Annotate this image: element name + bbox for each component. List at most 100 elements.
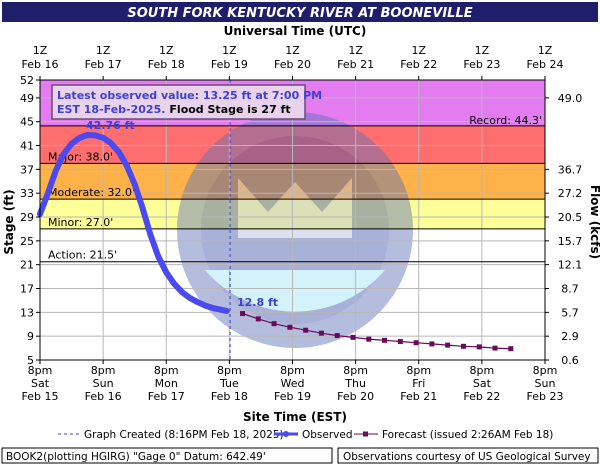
peak-label: 42.76 ft (86, 119, 135, 132)
x-tick-time: 8pm (154, 364, 179, 377)
observed-point (132, 181, 138, 187)
info-line-1: Latest observed value: 13.25 ft at 7:00 … (57, 89, 322, 102)
minor-label: Minor: 27.0' (48, 216, 113, 229)
observed-point (84, 132, 90, 138)
observed-point (187, 295, 193, 301)
forecast-point (350, 334, 356, 340)
x-tick-day: Sun (93, 377, 114, 390)
x-tick-day: Fri (412, 377, 425, 390)
forecast-point (240, 311, 246, 317)
legend-forecast-label: Forecast (issued 2:26AM Feb 18) (382, 429, 553, 441)
footer-credit: Observations courtesy of US Geological S… (343, 451, 591, 463)
y-tick-label: 33 (20, 187, 34, 200)
x2-tick-date: Feb 16 (22, 58, 59, 71)
y-tick-label: 29 (20, 211, 34, 224)
observed-point (179, 289, 185, 295)
forecast-point (476, 344, 482, 350)
y-tick-label: 5 (27, 354, 34, 367)
forecast-point (255, 316, 261, 322)
latest-label: 12.8 ft (237, 296, 278, 309)
y-tick-label: 41 (20, 140, 34, 153)
forecast-point (271, 321, 277, 327)
x-tick-time: 8pm (280, 364, 305, 377)
info-flood-stage: Flood Stage is 27 ft (169, 103, 290, 116)
forecast-line (242, 312, 511, 350)
legend-forecast-marker (363, 431, 368, 437)
y2-tick-label: 2.9 (561, 330, 579, 343)
observed-point (210, 305, 217, 311)
bottom-axis-title: Site Time (EST) (243, 410, 347, 424)
y2-tick-label: 5.7 (561, 306, 579, 319)
top-axis-title: Universal Time (UTC) (224, 24, 367, 38)
x-tick-day: Mon (155, 377, 178, 390)
y2-tick-label: 20.5 (558, 211, 583, 224)
observed-point (76, 135, 83, 141)
x2-tick-time: 1Z (475, 44, 490, 57)
legend-observed-marker (283, 431, 289, 437)
x-tick-time: 8pm (533, 364, 558, 377)
forecast-point (460, 343, 466, 349)
legend: Graph Created (8:16PM Feb 18, 2025) Obse… (58, 429, 553, 441)
x-tick-date: Feb 20 (337, 390, 374, 403)
observed-point (163, 269, 169, 276)
x2-tick-time: 1Z (33, 44, 48, 57)
forecast-point (334, 333, 340, 339)
x-tick-date: Feb 19 (274, 390, 311, 403)
forecast-point (303, 327, 309, 333)
observed-point (45, 190, 51, 196)
observed-point (68, 141, 75, 147)
y-tick-label: 37 (20, 163, 34, 176)
forecast-point (287, 324, 293, 330)
y2-tick-label: 36.7 (558, 163, 583, 176)
forecast-series (240, 311, 514, 352)
forecast-point (318, 330, 324, 336)
y2-tick-label: 0.6 (561, 354, 579, 367)
observed-point (224, 308, 230, 314)
y-tick-label: 52 (20, 74, 34, 87)
x2-tick-date: Feb 24 (527, 58, 564, 71)
forecast-point (413, 340, 419, 346)
y-tick-label: 21 (20, 259, 34, 272)
observed-series (37, 132, 230, 314)
y-tick-label: 49 (20, 92, 34, 105)
x2-tick-date: Feb 22 (400, 58, 437, 71)
y2-tick-label: 15.7 (558, 235, 583, 248)
observed-point (171, 281, 177, 287)
x2-tick-date: Feb 21 (337, 58, 374, 71)
observed-point (53, 167, 59, 174)
observed-point (124, 163, 130, 169)
y-tick-label: 13 (20, 306, 34, 319)
x2-tick-date: Feb 19 (211, 58, 248, 71)
observed-point (147, 232, 154, 238)
observed-point (139, 205, 146, 211)
x-tick-day: Sun (535, 377, 556, 390)
x-tick-date: Feb 18 (211, 390, 248, 403)
forecast-point (429, 341, 435, 347)
y-tick-label: 17 (20, 283, 34, 296)
x-tick-day: Thu (344, 377, 366, 390)
axis-ticks: 5 9 13 17 21 25 29 33 37 41 45 49 52 49.0 36.7 27.2 20.5… (20, 44, 582, 403)
observed-point (116, 149, 122, 155)
y2-tick-label: 8.7 (561, 283, 579, 296)
x-tick-day: Wed (281, 377, 305, 390)
observed-point (92, 132, 98, 139)
observed-point (61, 151, 67, 157)
observed-point (155, 254, 161, 260)
title-bar (2, 2, 598, 22)
x2-tick-time: 1Z (159, 44, 174, 57)
x-tick-time: 8pm (343, 364, 368, 377)
moderate-label: Moderate: 32.0' (48, 186, 135, 199)
y-tick-label: 45 (20, 116, 34, 129)
observed-point (108, 140, 114, 146)
x-tick-day: Sat (31, 377, 50, 390)
forecast-point (397, 339, 403, 345)
x2-tick-date: Feb 23 (463, 58, 500, 71)
x-tick-time: 8pm (406, 364, 431, 377)
x2-tick-date: Feb 20 (274, 58, 311, 71)
x2-tick-date: Feb 17 (85, 58, 122, 71)
x-tick-date: Feb 16 (85, 390, 122, 403)
x-tick-time: 8pm (217, 364, 242, 377)
legend-observed-label: Observed (302, 429, 353, 441)
right-axis-title: Flow (kcfs) (588, 185, 600, 259)
record-label: Record: 44.3' (469, 114, 542, 127)
